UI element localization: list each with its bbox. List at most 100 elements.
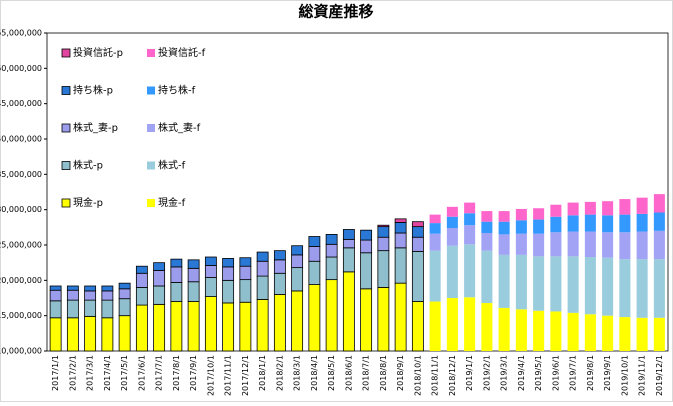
bar-segment [636, 259, 648, 318]
x-tick-label: 2019/9/1 [603, 355, 612, 391]
legend-swatch [147, 124, 155, 132]
bar-segment [584, 214, 596, 232]
y-tick-label: 30,000,000 [0, 205, 42, 214]
bar-segment [239, 257, 252, 267]
legend-label: 投資信託-f [158, 46, 206, 59]
bar-segment [239, 301, 252, 352]
bar-segment [515, 254, 527, 310]
bar-segment [619, 259, 631, 318]
x-tick-label: 2019/7/1 [569, 355, 578, 391]
bar-segment [446, 298, 458, 351]
x-tick-label: 2017/11/1 [224, 355, 233, 396]
bar-segment [619, 317, 631, 351]
bar-segment [377, 286, 390, 352]
bar-segment [394, 247, 407, 284]
bar-segment [567, 231, 579, 257]
bar-segment [118, 282, 131, 290]
bar-segment [204, 296, 217, 352]
bar-segment [204, 265, 217, 278]
bar-segment [170, 301, 183, 352]
x-tick-label: 2019/1/1 [465, 355, 474, 391]
bar-segment [204, 277, 217, 297]
legend-label: 株式_妻-p [73, 121, 118, 134]
legend-label: 現金-p [73, 196, 103, 209]
bar-segment [342, 271, 355, 352]
bar-segment [602, 257, 614, 316]
bar-segment [118, 288, 131, 300]
bar-segment [515, 233, 527, 255]
bar-segment [550, 232, 562, 257]
bar-segment [66, 289, 79, 301]
x-tick-label: 2017/7/1 [155, 355, 164, 391]
x-tick-label: 2017/6/1 [137, 355, 146, 391]
bar-segment [550, 216, 562, 233]
bar-segment [636, 213, 648, 232]
x-tick-label: 2017/2/1 [68, 355, 77, 391]
bar-segment [636, 197, 648, 214]
bar-segment [360, 288, 373, 352]
bar-segment [101, 285, 114, 292]
bar-segment [464, 297, 476, 351]
bar-segment [515, 220, 527, 234]
bar-segment [584, 231, 596, 258]
bar-segment [550, 256, 562, 312]
bar-segment [394, 221, 407, 234]
bar-segment [567, 215, 579, 232]
bar-segment [533, 233, 545, 257]
legend-label: 持ち株-p [73, 84, 113, 97]
bar-segment [498, 221, 510, 235]
x-tick-label: 2017/12/1 [241, 355, 250, 396]
bar-segment [256, 275, 269, 300]
bar-segment [49, 289, 62, 302]
x-tick-label: 2018/6/1 [344, 355, 353, 391]
legend-swatch [147, 161, 155, 170]
bar-segment [602, 215, 614, 233]
bar-segment [464, 202, 476, 214]
x-tick-label: 2019/11/1 [638, 355, 647, 396]
x-tick-label: 2018/7/1 [362, 355, 371, 391]
bar-segment [239, 265, 252, 281]
x-tick-label: 2018/1/1 [258, 355, 267, 391]
bar-segment [446, 228, 458, 246]
bar-segment [653, 212, 665, 231]
bar-segment [653, 230, 665, 260]
legend-label: 現金-f [158, 196, 186, 209]
chart-title: 総資産推移 [298, 3, 373, 21]
bar-segment [170, 282, 183, 302]
bar-segment [429, 250, 441, 302]
bar-segment [325, 256, 338, 281]
bar-segment [153, 262, 166, 271]
bar-segment [584, 201, 596, 215]
bar-segment [66, 299, 79, 319]
bar-segment [291, 267, 304, 292]
bar-segment [118, 298, 131, 317]
bar-segment [429, 233, 441, 251]
legend-swatch [61, 86, 71, 95]
bar-segment [135, 272, 148, 288]
bar-segment [411, 221, 424, 228]
bar-segment [446, 245, 458, 298]
bar-segment [135, 304, 148, 352]
bar-segment [446, 206, 458, 217]
x-tick-label: 2019/2/1 [482, 355, 491, 391]
bar-segment [360, 239, 373, 254]
legend-swatch [147, 49, 155, 57]
bar-segment [308, 284, 321, 352]
legend-label: 株式_妻-f [158, 121, 201, 134]
bar-segment [204, 256, 217, 266]
bar-segment [377, 250, 390, 288]
bar-segment [377, 226, 390, 238]
x-tick-label: 2019/10/1 [620, 355, 629, 396]
bar-segment [222, 302, 235, 352]
x-tick-label: 2019/12/1 [655, 355, 664, 396]
bar-segment [273, 272, 286, 295]
x-tick-label: 2017/1/1 [51, 355, 60, 391]
bar-segment [446, 216, 458, 229]
bar-segment [273, 294, 286, 352]
bar-segment [187, 301, 200, 352]
x-tick-label: 2018/11/1 [431, 355, 440, 396]
bar-segment [481, 211, 493, 222]
x-tick-label: 2017/9/1 [189, 355, 198, 391]
bar-segment [135, 265, 148, 274]
